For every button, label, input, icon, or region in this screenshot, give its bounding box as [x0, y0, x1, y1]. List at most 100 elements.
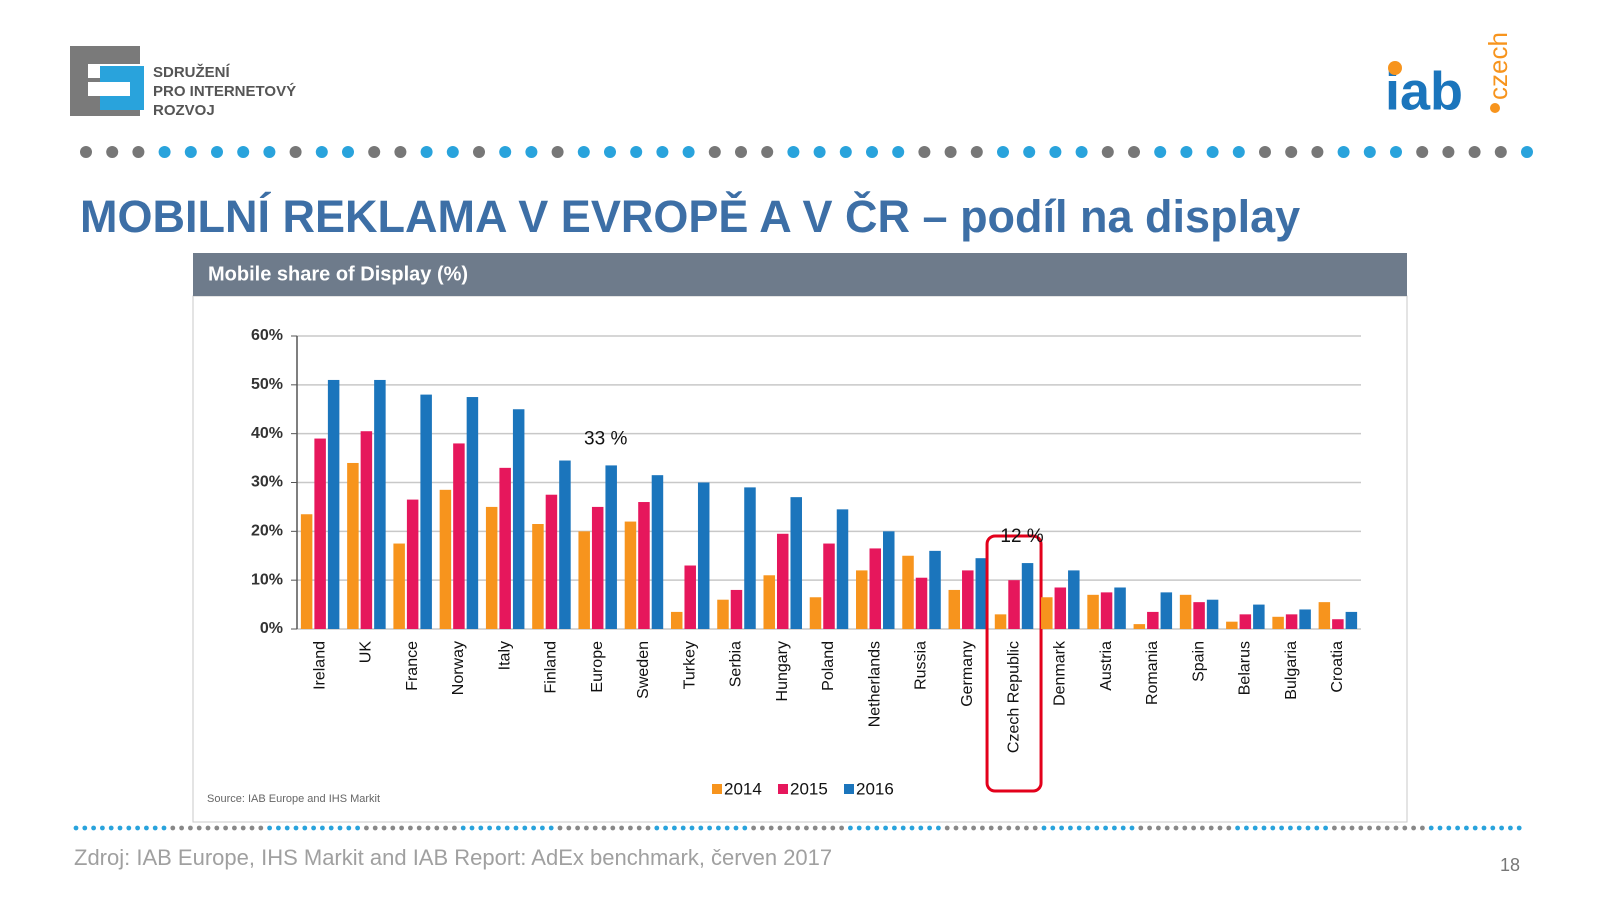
dot [152, 825, 158, 831]
dot [132, 146, 145, 158]
chart-title: Mobile share of Display (%) [208, 263, 468, 285]
bar [823, 543, 835, 629]
dot [1402, 825, 1408, 831]
dot [698, 825, 704, 831]
dot [1180, 146, 1193, 158]
dot [1041, 825, 1047, 831]
bar [485, 506, 498, 629]
dot [91, 825, 96, 831]
bar [439, 489, 452, 629]
dot [716, 825, 721, 831]
dot [592, 825, 598, 831]
org-name: SDRUŽENÍ [153, 63, 231, 81]
page-number: 18 [1500, 855, 1520, 875]
annotation: 12 % [1000, 526, 1043, 547]
dot [496, 825, 501, 831]
dot [654, 825, 660, 831]
dot [1305, 825, 1311, 831]
dot [1164, 825, 1170, 831]
dot [708, 146, 721, 158]
dot [830, 825, 836, 831]
dot [188, 825, 193, 831]
dot [452, 825, 457, 831]
dot [604, 146, 616, 158]
y-tick-label: 50% [251, 376, 283, 393]
bar [1068, 570, 1080, 629]
bar [1285, 614, 1298, 629]
dot [1085, 825, 1091, 831]
dot [179, 825, 185, 831]
bar [1147, 611, 1159, 629]
dot [656, 146, 669, 158]
dot [1390, 146, 1402, 158]
bar [730, 589, 743, 629]
dot [663, 825, 668, 831]
dot [135, 825, 141, 831]
dot [1437, 825, 1443, 831]
dot [645, 825, 651, 831]
org-name: ROZVOJ [153, 102, 215, 119]
dot [293, 825, 299, 831]
bar [836, 509, 849, 629]
slide-title: MOBILNÍ REKLAMA V EVROPĚ A V ČR – podíl … [80, 191, 1300, 242]
dot [630, 146, 643, 158]
dot [408, 825, 413, 831]
dot [499, 146, 512, 158]
dot [504, 825, 510, 831]
x-tick-label: Turkey [681, 641, 698, 689]
dot [540, 825, 545, 831]
bar [809, 597, 822, 629]
dot [1049, 146, 1062, 158]
dot [551, 146, 564, 158]
bar [1272, 616, 1284, 629]
bar [1239, 614, 1252, 629]
dot [1416, 146, 1429, 158]
bar [670, 611, 683, 629]
x-tick-label: Serbia [728, 641, 745, 687]
bar [1206, 599, 1219, 629]
bar [347, 462, 359, 629]
bar [902, 555, 914, 629]
bar [1008, 580, 1020, 629]
dot [795, 825, 800, 831]
dot [1200, 825, 1205, 831]
logo-dot [1490, 103, 1500, 113]
chart-source: Source: IAB Europe and IHS Markit [207, 793, 380, 805]
dot [777, 825, 783, 831]
dot [487, 825, 492, 831]
chart-header [193, 253, 1407, 296]
x-tick-label: Europe [589, 641, 606, 693]
bar [393, 543, 405, 629]
dot [106, 146, 119, 158]
dot [100, 825, 105, 831]
dot [513, 825, 519, 831]
bar [790, 497, 802, 629]
dot [416, 825, 422, 831]
bar [512, 409, 525, 629]
dot [73, 825, 79, 831]
dot [944, 825, 950, 831]
bar [300, 514, 313, 629]
dot [1428, 825, 1434, 831]
dot [1490, 825, 1496, 831]
bar [578, 531, 590, 629]
bar [717, 599, 729, 629]
dot [548, 825, 554, 831]
dot [1468, 146, 1481, 158]
dot [1206, 146, 1219, 158]
dot [1521, 146, 1533, 158]
dot [707, 825, 712, 831]
dot [1015, 825, 1020, 831]
dot [1323, 825, 1328, 831]
x-tick-label: Sweden [635, 641, 652, 699]
bar [994, 614, 1007, 629]
dot [1075, 146, 1088, 158]
dot [997, 146, 1009, 158]
bar [1179, 594, 1192, 629]
dot [892, 825, 897, 831]
dot [302, 825, 308, 831]
dot [909, 825, 915, 831]
bar [929, 550, 941, 629]
dot [584, 825, 589, 831]
dot [821, 825, 827, 831]
